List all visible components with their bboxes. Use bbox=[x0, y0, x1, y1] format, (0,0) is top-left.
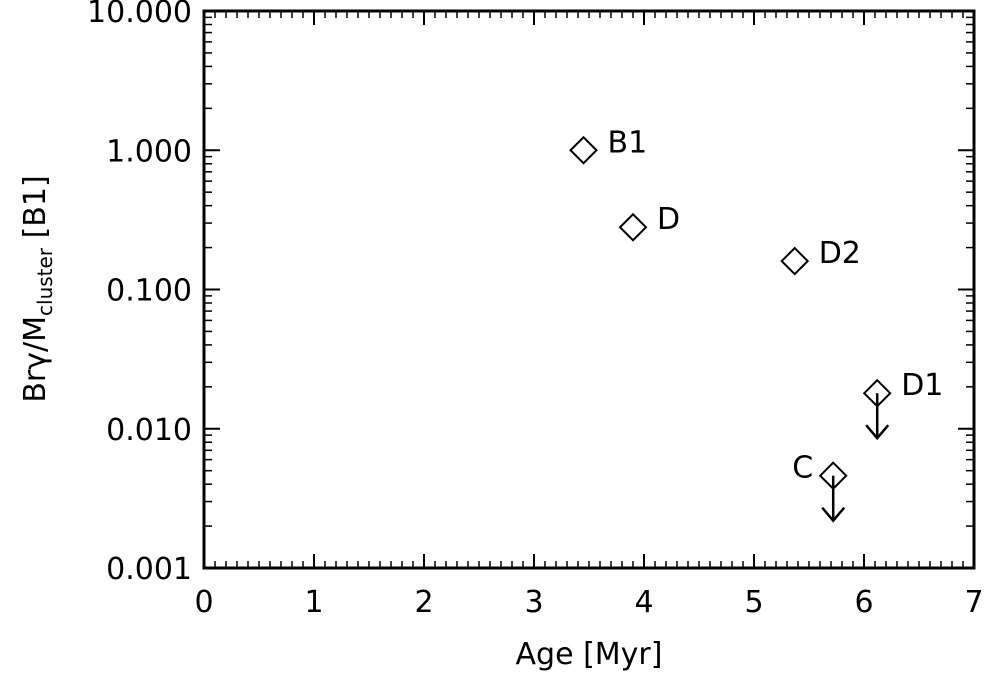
data-point-d2: D2 bbox=[780, 236, 861, 276]
data-point-label: D1 bbox=[901, 368, 943, 403]
plot-frame bbox=[202, 9, 976, 570]
x-tick-label: 0 bbox=[194, 585, 213, 620]
y-tick-label: 0.010 bbox=[106, 413, 192, 448]
y-axis-title-main: Brγ/M bbox=[18, 316, 53, 403]
x-tick-label: 7 bbox=[964, 585, 983, 620]
y-axis-title-sub: cluster bbox=[33, 247, 57, 316]
data-point-label: C bbox=[792, 451, 813, 486]
tick-marks bbox=[203, 10, 975, 569]
y-tick-label: 10.000 bbox=[87, 0, 192, 30]
data-point-label: B1 bbox=[608, 125, 648, 160]
x-tick-label: 6 bbox=[854, 585, 873, 620]
y-tick-label: 0.001 bbox=[106, 552, 192, 587]
upper-limit-arrow-head bbox=[865, 424, 890, 441]
x-tick-label: 3 bbox=[524, 585, 543, 620]
x-tick-label: 2 bbox=[414, 585, 433, 620]
data-point-c: C bbox=[792, 451, 848, 523]
data-points: B1 D D2 D1 C bbox=[569, 125, 943, 523]
data-point-label: D2 bbox=[819, 236, 861, 271]
x-tick-label: 4 bbox=[634, 585, 653, 620]
y-axis-title-suffix: [B1] bbox=[18, 175, 53, 248]
upper-limit-arrow-head bbox=[821, 506, 846, 523]
diamond-marker bbox=[618, 212, 648, 242]
y-axis-title: Brγ/Mcluster [B1] bbox=[18, 175, 57, 402]
y-tick-label: 0.100 bbox=[106, 274, 192, 309]
x-tick-label: 5 bbox=[744, 585, 763, 620]
diamond-marker bbox=[780, 246, 810, 276]
axes bbox=[202, 9, 976, 570]
data-point-d1: D1 bbox=[862, 368, 943, 441]
data-point-b1: B1 bbox=[569, 125, 648, 165]
diamond-marker bbox=[569, 135, 598, 165]
y-tick-label: 1.000 bbox=[106, 134, 192, 169]
tick-labels: 0 1 2 3 4 5 6 7 0.001 0.010 0.100 1.000 10.000 bbox=[87, 0, 984, 620]
x-axis-title: Age [Myr] bbox=[516, 637, 663, 672]
data-point-d: D bbox=[618, 202, 680, 242]
data-point-label: D bbox=[657, 202, 680, 237]
x-tick-label: 1 bbox=[304, 585, 323, 620]
